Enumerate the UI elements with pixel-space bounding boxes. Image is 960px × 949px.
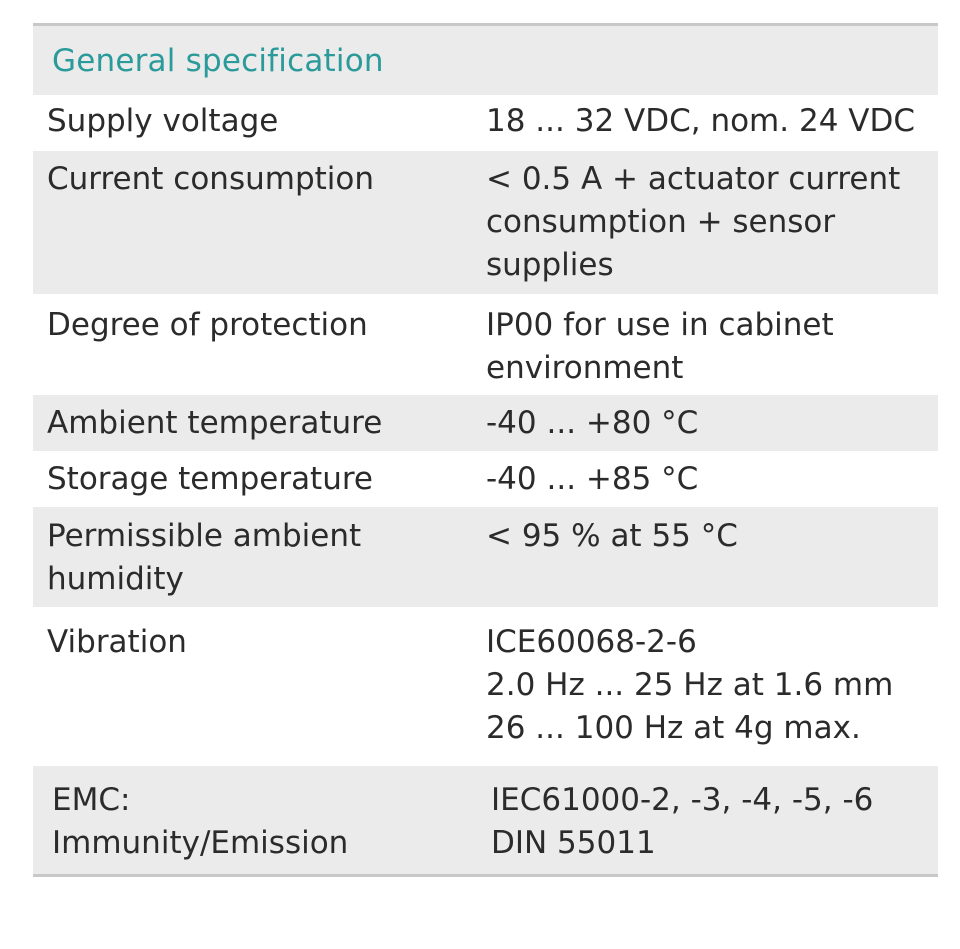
row-value: IP00 for use in cabinet environment <box>486 307 834 386</box>
table-row-supply-voltage: Supply voltage 18 ... 32 VDC, nom. 24 VD… <box>33 95 938 151</box>
row-label: Storage temperature <box>47 461 373 497</box>
table-row-ambient-temperature: Ambient temperature -40 ... +80 °C <box>33 395 938 451</box>
table-row-current-consumption: Current consumption < 0.5 A + actuator c… <box>33 151 938 294</box>
row-label: Vibration <box>47 624 187 660</box>
row-value: < 95 % at 55 °C <box>486 518 738 554</box>
row-value: -40 ... +80 °C <box>486 405 699 441</box>
table-row-humidity: Permissible ambient humidity < 95 % at 5… <box>33 507 938 607</box>
row-value: IEC61000-2, -3, -4, -5, -6 DIN 55011 <box>491 782 874 861</box>
row-value: -40 ... +85 °C <box>486 461 699 497</box>
row-label: Permissible ambient humidity <box>47 518 362 597</box>
row-value: ICE60068-2-6 2.0 Hz ... 25 Hz at 1.6 mm … <box>486 624 894 746</box>
row-label: Current consumption <box>47 161 374 197</box>
table-row-storage-temperature: Storage temperature -40 ... +85 °C <box>33 451 938 507</box>
table-row-vibration: Vibration ICE60068-2-6 2.0 Hz ... 25 Hz … <box>33 607 938 766</box>
table-row-emc: EMC: Immunity/Emission IEC61000-2, -3, -… <box>33 766 938 874</box>
row-value: 18 ... 32 VDC, nom. 24 VDC <box>486 103 915 139</box>
row-label: Supply voltage <box>47 103 279 139</box>
table-title: General specification <box>52 42 384 79</box>
row-label: EMC: Immunity/Emission <box>52 782 349 861</box>
row-label: Degree of protection <box>47 307 368 343</box>
row-value: < 0.5 A + actuator current consumption +… <box>486 161 901 283</box>
spec-table: General specification Supply voltage 18 … <box>33 23 938 877</box>
table-header-row: General specification <box>33 26 938 95</box>
table-row-degree-of-protection: Degree of protection IP00 for use in cab… <box>33 294 938 395</box>
row-label: Ambient temperature <box>47 405 383 441</box>
